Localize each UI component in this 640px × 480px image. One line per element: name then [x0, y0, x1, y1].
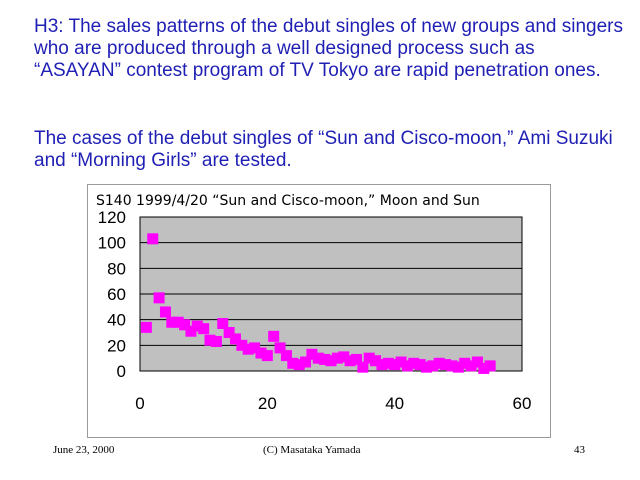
data-point: [191, 320, 203, 332]
data-point: [268, 330, 280, 342]
data-point: [230, 333, 241, 345]
data-point: [140, 321, 152, 333]
x-tick-label: 60: [513, 394, 532, 413]
data-point: [452, 361, 464, 373]
data-point: [147, 233, 159, 245]
data-point: [153, 292, 165, 304]
y-tick-label: 100: [98, 234, 126, 253]
data-point: [166, 316, 178, 328]
data-point: [350, 353, 362, 365]
data-point: [274, 342, 286, 354]
data-point: [255, 347, 267, 359]
data-point: [408, 357, 420, 369]
data-point: [179, 319, 191, 331]
y-tick-label: 40: [107, 311, 126, 330]
data-point: [185, 325, 197, 337]
data-point: [325, 355, 337, 367]
cases-text: The cases of the debut singles of “Sun a…: [34, 128, 613, 171]
data-point: [293, 359, 305, 371]
chart-container: S140 1999/4/20 “Sun and Cisco-moon,” Moo…: [87, 184, 551, 438]
data-point: [389, 359, 401, 371]
data-point: [376, 359, 388, 371]
data-point: [210, 335, 222, 347]
data-point: [344, 355, 356, 367]
y-tick-label: 60: [107, 285, 126, 304]
footer-copyright: (C) Masataka Yamada: [263, 444, 361, 456]
data-point: [427, 360, 439, 372]
axis-tick-labels: 0 20 40 60 80 100 120 0 20 40 60: [98, 208, 532, 413]
scatter-chart: S140 1999/4/20 “Sun and Cisco-moon,” Moo…: [96, 193, 532, 413]
footer-date: June 23, 2000: [53, 444, 115, 456]
data-point: [287, 357, 299, 369]
x-tick-label: 0: [135, 394, 144, 413]
hypothesis-text: H3: The sales patterns of the debut sing…: [34, 16, 624, 81]
data-point: [421, 361, 432, 373]
data-point: [433, 357, 445, 369]
data-point: [159, 306, 171, 318]
data-point: [249, 342, 261, 354]
data-point: [446, 360, 458, 372]
y-tick-label: 20: [107, 336, 126, 355]
page-number: 43: [574, 444, 585, 456]
data-point: [300, 356, 312, 368]
data-point: [242, 343, 254, 355]
data-point: [217, 318, 229, 330]
data-points: [140, 233, 496, 374]
data-point: [172, 316, 184, 328]
data-point: [363, 352, 375, 364]
data-point: [204, 334, 216, 346]
y-tick-label: 120: [98, 208, 126, 227]
data-point: [319, 353, 331, 365]
chart-title: S140 1999/4/20 “Sun and Cisco-moon,” Moo…: [96, 193, 480, 209]
data-point: [478, 362, 490, 374]
data-point: [465, 360, 477, 372]
y-tick-label: 0: [117, 362, 126, 381]
x-tick-label: 20: [258, 394, 277, 413]
data-point: [306, 348, 318, 360]
data-point: [261, 350, 273, 362]
data-point: [382, 357, 394, 369]
data-point: [357, 361, 369, 373]
data-point: [312, 352, 324, 364]
data-point: [459, 357, 471, 369]
data-point: [440, 359, 452, 371]
x-tick-label: 40: [385, 394, 404, 413]
data-point: [236, 339, 248, 351]
data-point: [280, 350, 292, 362]
data-point: [223, 327, 235, 338]
data-point: [471, 356, 483, 368]
data-point: [395, 356, 407, 368]
data-point: [414, 359, 426, 371]
data-point: [370, 355, 382, 367]
y-tick-label: 80: [107, 259, 126, 278]
data-point: [401, 360, 413, 372]
data-point: [198, 323, 210, 335]
data-point: [338, 351, 350, 363]
data-point: [331, 352, 343, 364]
data-point: [484, 360, 496, 372]
